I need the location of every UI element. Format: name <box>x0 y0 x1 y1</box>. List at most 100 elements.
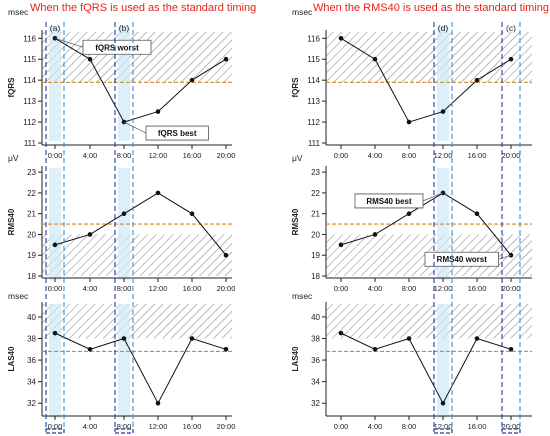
right-rms40-annotation-label-1: RMS40 worst <box>437 255 488 264</box>
right-las40-data-point <box>474 336 480 341</box>
right-rms40-data-point <box>474 211 480 216</box>
right-rms40-y-tick-label: 19 <box>311 251 320 260</box>
left-las40-y-tick-label: 34 <box>27 378 36 387</box>
right-fqrs-y-tick-label: 116 <box>307 34 320 43</box>
left-rms40-series-line <box>54 192 227 256</box>
right-las40-y-tick-label: 40 <box>311 313 320 322</box>
left-rms40-y-axis-title: RMS40 <box>7 208 16 235</box>
right-rms40-y-tick-label: 18 <box>311 272 320 281</box>
right-fqrs-unit-label: msec <box>292 7 313 17</box>
left-fqrs-data-point <box>155 109 161 114</box>
right-las40-data-point <box>440 400 446 406</box>
right-fqrs-data-point <box>406 119 412 125</box>
right-las40-data-point <box>508 346 514 352</box>
right-fqrs-hatched-region <box>326 32 532 83</box>
left-rms40-unit-label: μV <box>8 153 19 163</box>
right-fqrs-x-tick-label: 20:00 <box>502 151 521 160</box>
left-rms40-x-tick-label: 12:00 <box>149 284 168 293</box>
right-las40-highlight-band-0 <box>437 304 449 418</box>
right-las40-y-axis-title: LAS40 <box>291 346 300 371</box>
left-fqrs-x-tick-label: 4:00 <box>83 151 98 160</box>
left-marker-label-1: (b) <box>119 23 130 33</box>
right-rms40-data-point <box>372 232 378 237</box>
left-rms40-y-tick-label: 18 <box>27 272 36 281</box>
left-fqrs-data-point <box>87 56 93 62</box>
left-fqrs-y-tick-label: 116 <box>23 34 36 43</box>
left-rms40-data-point <box>87 232 93 237</box>
left-rms40-x-tick-label: 8:00 <box>117 284 132 293</box>
left-fqrs-y-tick-label: 114 <box>23 76 36 85</box>
right-las40-x-tick-label: 0:00 <box>334 422 349 431</box>
right-rms40-x-tick-label: 4:00 <box>368 284 383 293</box>
left-las40-x-tick-label: 16:00 <box>183 422 202 431</box>
right-fqrs-data-point <box>474 77 480 83</box>
left-marker-label-0: (a) <box>50 23 61 33</box>
left-fqrs-unit-label: msec <box>8 7 29 17</box>
left-rms40-x-tick-label: 0:00 <box>48 284 63 293</box>
right-fqrs-data-point <box>338 35 344 41</box>
right-fqrs-data-point <box>508 56 514 62</box>
left-fqrs-annotation-pointer-0 <box>54 37 84 48</box>
left-rms40-x-tick-label: 16:00 <box>183 284 202 293</box>
left-marker-bracket-0 <box>45 428 65 434</box>
left-rms40-data-point <box>155 190 161 196</box>
right-rms40-data-point <box>338 242 344 248</box>
left-fqrs-series-line <box>54 37 227 123</box>
right-rms40-y-tick-label: 21 <box>311 210 320 219</box>
right-fqrs-y-tick-label: 111 <box>308 139 321 148</box>
right-rms40-series-line <box>340 192 512 256</box>
left-las40-highlight-band-0 <box>49 304 61 418</box>
left-fqrs-annotation-label-0: fQRS worst <box>95 43 139 52</box>
left-rms40-hatched-region <box>42 234 232 276</box>
left-fqrs-x-tick-label: 20:00 <box>217 151 236 160</box>
left-rms40-data-point <box>223 252 229 258</box>
left-rms40-x-tick-label: 4:00 <box>83 284 98 293</box>
right-las40-data-point <box>372 346 378 352</box>
left-las40-data-point <box>52 330 58 336</box>
right-marker-label-1: (c) <box>506 23 516 33</box>
left-fqrs-y-tick-label: 112 <box>23 118 36 127</box>
left-fqrs-y-tick-label: 115 <box>23 55 36 64</box>
right-las40-y-tick-label: 36 <box>311 356 320 365</box>
right-fqrs-series-line <box>340 37 512 123</box>
right-las40-x-tick-label: 16:00 <box>468 422 487 431</box>
right-las40-x-tick-label: 20:00 <box>502 422 521 431</box>
left-las40-x-tick-label: 12:00 <box>149 422 168 431</box>
left-las40-data-point <box>121 336 127 341</box>
left-fqrs-hatched-region <box>42 32 232 83</box>
left-rms40-data-point <box>189 211 195 216</box>
right-rms40-annotation-box-1 <box>424 251 500 267</box>
left-las40-x-tick-label: 20:00 <box>217 422 236 431</box>
right-las40-unit-label: msec <box>292 291 313 301</box>
right-fqrs-y-tick-label: 114 <box>307 76 320 85</box>
left-las40-y-tick-label: 36 <box>27 356 36 365</box>
left-rms40-x-tick-label: 20:00 <box>217 284 236 293</box>
left-rms40-y-tick-label: 22 <box>27 189 36 198</box>
left-las40-y-tick-label: 38 <box>27 335 36 344</box>
left-fqrs-annotation-box-1 <box>145 125 209 141</box>
right-las40-x-tick-label: 4:00 <box>368 422 383 431</box>
left-fqrs-data-point <box>223 56 229 62</box>
right-fqrs-x-tick-label: 0:00 <box>334 151 349 160</box>
left-fqrs-y-axis-title: fQRS <box>7 77 16 98</box>
left-fqrs-annotation-pointer-1 <box>123 121 147 134</box>
right-fqrs-x-tick-label: 16:00 <box>468 151 487 160</box>
left-las40-y-tick-label: 40 <box>27 313 36 322</box>
right-fqrs-highlight-band-0 <box>437 26 449 141</box>
left-fqrs-annotation-box-0 <box>82 39 152 55</box>
right-fqrs-data-point <box>440 109 446 114</box>
right-rms40-annotation-pointer-1 <box>498 254 512 260</box>
left-las40-data-point <box>223 346 229 352</box>
right-las40-y-tick-label: 32 <box>311 399 320 408</box>
right-las40-y-tick-label: 34 <box>311 378 320 387</box>
left-fqrs-x-tick-label: 0:00 <box>48 151 63 160</box>
right-las40-x-tick-label: 12:00 <box>434 422 453 431</box>
right-fqrs-y-axis-title: fQRS <box>291 77 300 98</box>
right-marker-bracket-0 <box>433 428 453 434</box>
right-marker-label-0: (d) <box>438 23 449 33</box>
right-rms40-unit-label: μV <box>292 153 303 163</box>
left-las40-data-point <box>155 400 161 406</box>
right-rms40-y-tick-label: 22 <box>311 189 320 198</box>
right-rms40-y-axis-title: RMS40 <box>291 208 300 235</box>
